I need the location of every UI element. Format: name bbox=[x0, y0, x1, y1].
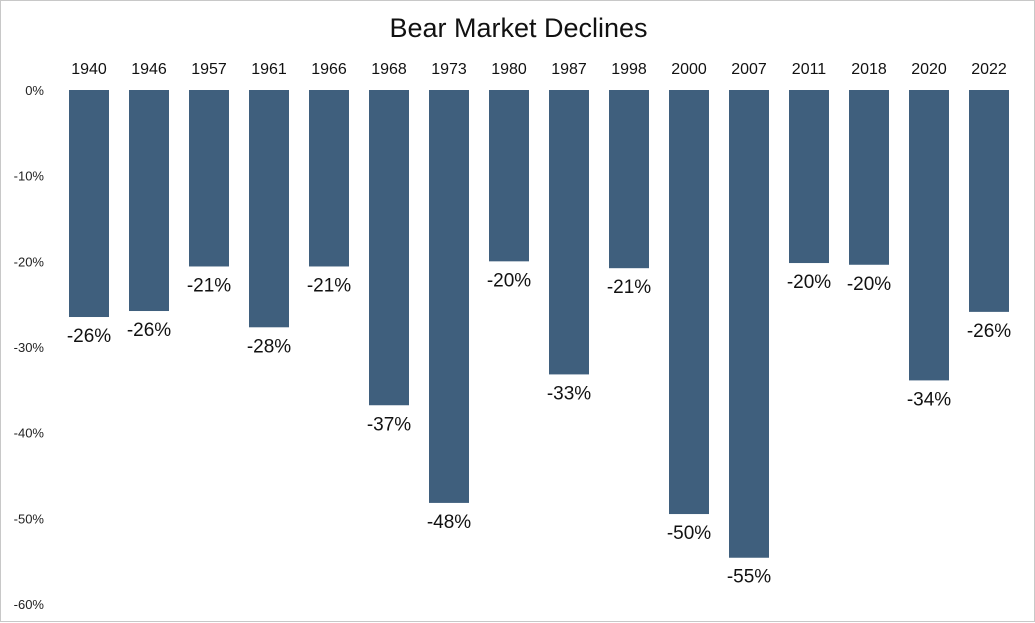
category-label: 1957 bbox=[191, 61, 227, 78]
data-label: -28% bbox=[247, 336, 291, 357]
data-label: -50% bbox=[667, 523, 711, 544]
bar bbox=[429, 90, 469, 503]
data-label: -21% bbox=[187, 275, 231, 296]
data-label: -55% bbox=[727, 567, 771, 588]
category-label: 1998 bbox=[611, 61, 647, 78]
data-label: -26% bbox=[127, 320, 171, 341]
bar bbox=[849, 90, 889, 265]
category-label: 1973 bbox=[431, 61, 467, 78]
category-label: 1987 bbox=[551, 61, 587, 78]
category-label: 2000 bbox=[671, 61, 707, 78]
data-label: -20% bbox=[787, 272, 831, 293]
chart-title: Bear Market Declines bbox=[389, 13, 648, 43]
bar bbox=[549, 90, 589, 375]
bar bbox=[729, 90, 769, 558]
data-label: -21% bbox=[607, 277, 651, 298]
data-label: -37% bbox=[367, 414, 411, 435]
data-label: -33% bbox=[547, 383, 591, 404]
category-label: 2018 bbox=[851, 61, 887, 78]
category-label: 1940 bbox=[71, 61, 107, 78]
bar bbox=[609, 90, 649, 269]
bar bbox=[369, 90, 409, 406]
data-label: -20% bbox=[487, 270, 531, 291]
y-tick-label: -20% bbox=[14, 254, 45, 269]
category-label: 2007 bbox=[731, 61, 767, 78]
y-tick-label: 0% bbox=[25, 83, 44, 98]
data-label: -48% bbox=[427, 512, 471, 533]
bar bbox=[129, 90, 169, 312]
bar bbox=[969, 90, 1009, 312]
category-label: 2020 bbox=[911, 61, 947, 78]
category-label: 2011 bbox=[792, 61, 827, 78]
category-label: 1968 bbox=[371, 61, 407, 78]
y-tick-label: -50% bbox=[14, 511, 45, 526]
data-label: -34% bbox=[907, 389, 951, 410]
data-label: -26% bbox=[67, 326, 111, 347]
bar bbox=[69, 90, 109, 318]
bar bbox=[789, 90, 829, 264]
category-label: 1980 bbox=[491, 61, 527, 78]
y-tick-label: -30% bbox=[14, 340, 45, 355]
category-label: 2022 bbox=[971, 61, 1007, 78]
bar bbox=[909, 90, 949, 381]
category-label: 1961 bbox=[251, 61, 287, 78]
category-label: 1966 bbox=[311, 61, 347, 78]
bar bbox=[309, 90, 349, 267]
bar bbox=[489, 90, 529, 262]
y-tick-label: -40% bbox=[14, 426, 45, 441]
bar bbox=[189, 90, 229, 267]
data-label: -26% bbox=[967, 321, 1011, 342]
y-tick-label: -60% bbox=[14, 597, 45, 612]
category-label: 1946 bbox=[131, 61, 167, 78]
data-label: -20% bbox=[847, 274, 891, 295]
y-tick-label: -10% bbox=[14, 169, 45, 184]
bar bbox=[249, 90, 289, 328]
data-label: -21% bbox=[307, 275, 351, 296]
bar bbox=[669, 90, 709, 515]
